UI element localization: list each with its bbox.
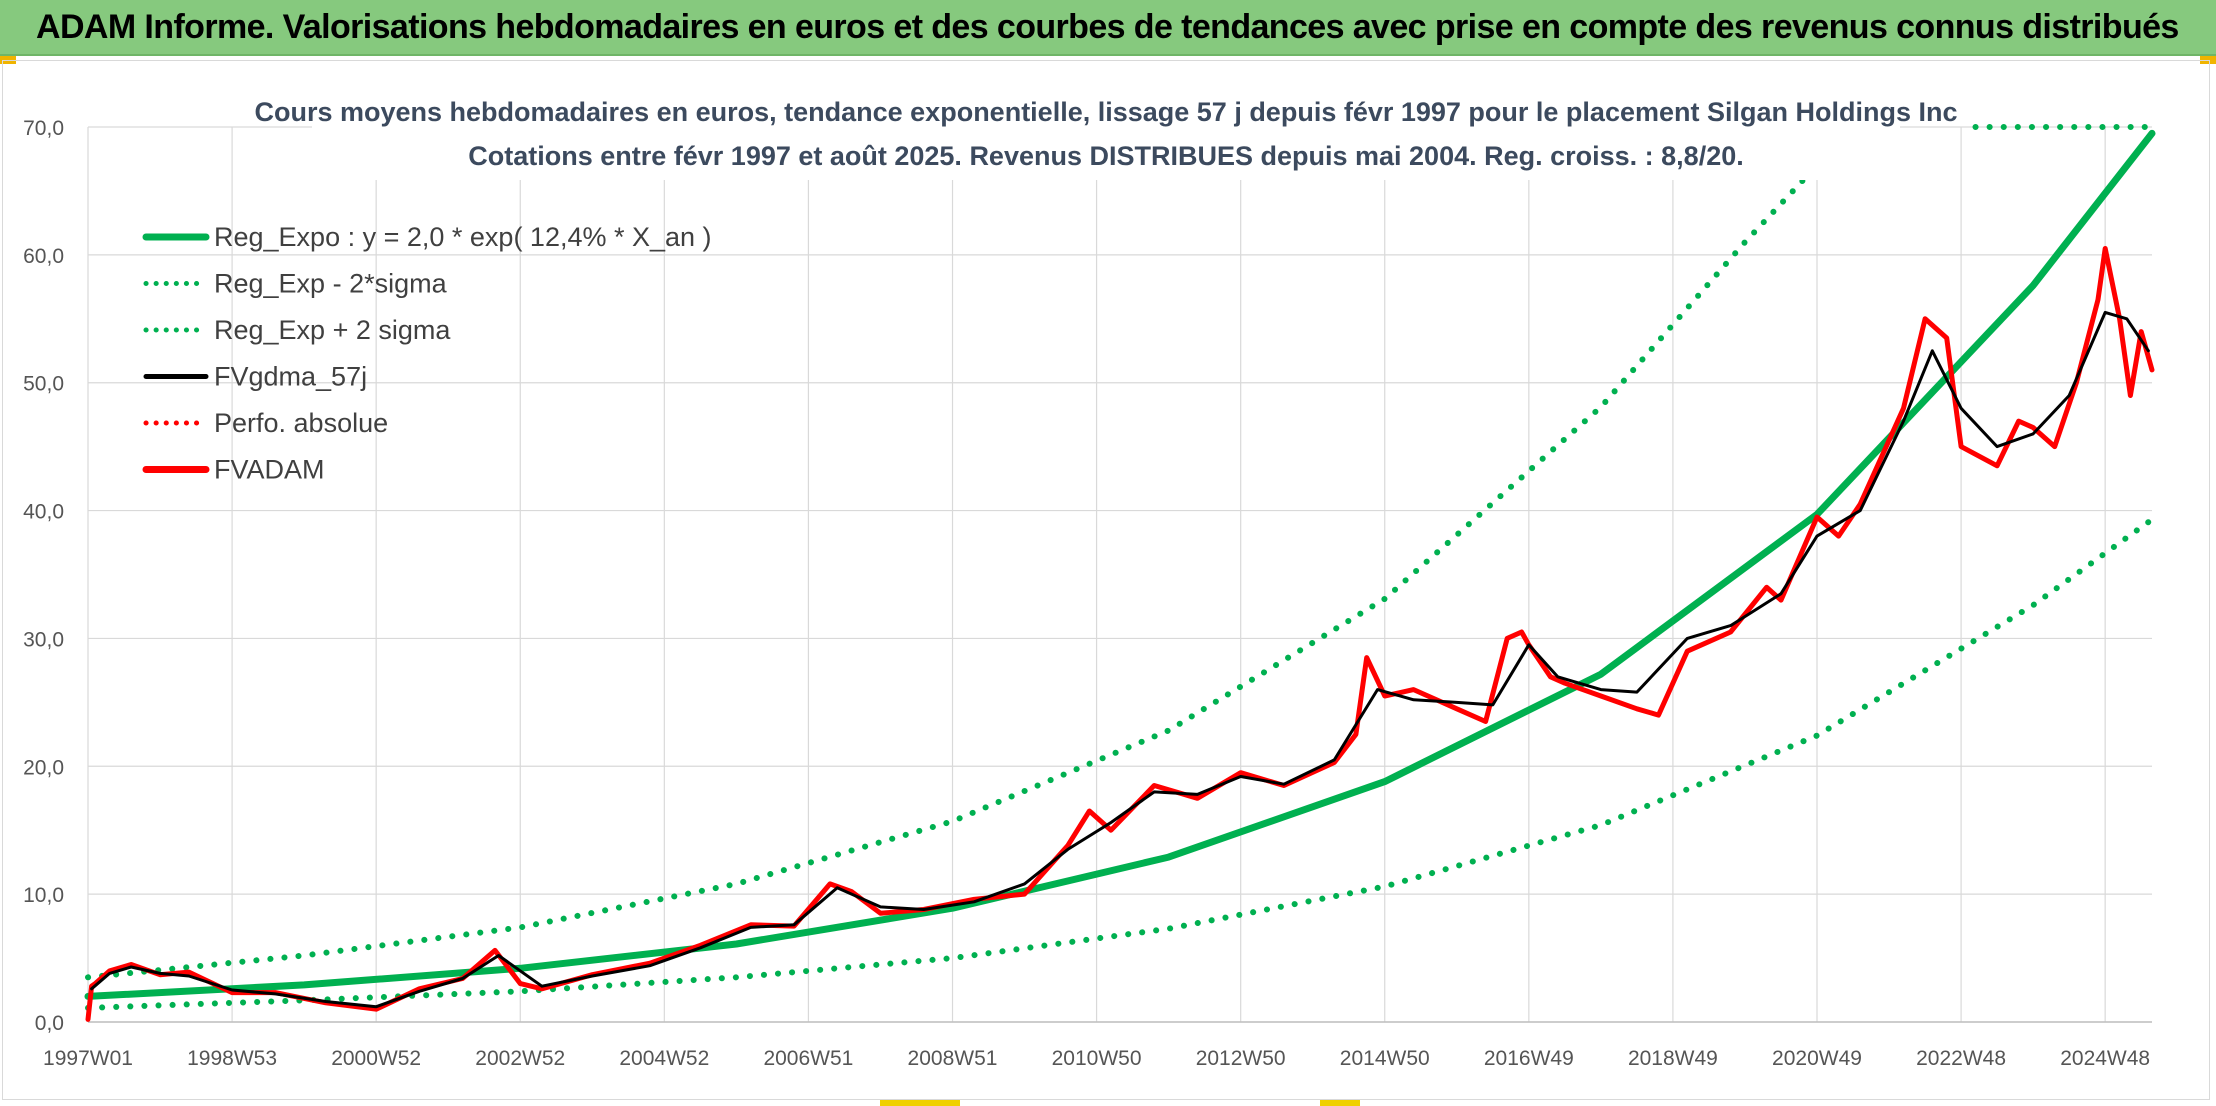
series-lines — [84, 124, 2156, 1022]
x-tick-label: 2018W49 — [1628, 1047, 1718, 1070]
fvadam-line — [85, 246, 2155, 1022]
title-background — [312, 92, 1900, 180]
x-axis-tick-labels: 1997W01 1998W53 2000W52 2002W52 2004W52 2006W… — [43, 1047, 2150, 1070]
legend-label: Reg_Expo : y = 2,0 * exp( 12,4% * X_an ) — [214, 222, 712, 252]
legend-label: FVgdma_57j — [214, 362, 367, 392]
legend-item: FVADAM — [142, 455, 325, 485]
x-tick-label: 2006W51 — [763, 1047, 853, 1070]
legend-label: Reg_Exp - 2*sigma — [214, 269, 448, 299]
y-tick-label: 70,0 — [23, 117, 64, 140]
y-tick-label: 20,0 — [23, 756, 64, 779]
y-tick-label: 0,0 — [35, 1012, 64, 1035]
legend-item: FVgdma_57j — [143, 362, 367, 392]
legend-item: Reg_Expo : y = 2,0 * exp( 12,4% * X_an ) — [142, 222, 712, 252]
chart-title-line-1: Cours moyens hebdomadaires en euros, ten… — [254, 97, 1957, 127]
legend-label: FVADAM — [214, 455, 325, 485]
x-tick-label: 2002W52 — [475, 1047, 565, 1070]
x-tick-label: 2020W49 — [1772, 1047, 1862, 1070]
y-tick-label: 30,0 — [23, 628, 64, 651]
report-title: ADAM Informe. Valorisations hebdomadaire… — [36, 8, 2179, 46]
x-tick-label: 2000W52 — [331, 1047, 421, 1070]
x-tick-label: 2012W50 — [1196, 1047, 1286, 1070]
y-tick-label: 40,0 — [23, 501, 64, 524]
x-tick-label: 2010W50 — [1052, 1047, 1142, 1070]
regression-minus-2sigma-line — [85, 516, 2155, 1011]
x-tick-label: 1997W01 — [43, 1047, 133, 1070]
x-tick-label: 2008W51 — [908, 1047, 998, 1070]
y-tick-label: 60,0 — [23, 245, 64, 268]
x-tick-label: 1998W53 — [187, 1047, 277, 1070]
bottom-marker-2 — [1320, 1100, 1360, 1106]
legend-item: Reg_Exp + 2 sigma — [143, 315, 451, 345]
chart-frame — [2, 60, 2210, 1100]
x-tick-label: 2016W49 — [1484, 1047, 1574, 1070]
x-tick-label: 2014W50 — [1340, 1047, 1430, 1070]
legend-item: Perfo. absolue — [143, 408, 388, 438]
chart-title-line-2: Cotations entre févr 1997 et août 2025. … — [468, 141, 1744, 171]
x-tick-label: 2022W48 — [1916, 1047, 2006, 1070]
regression-plus-2sigma-line — [85, 124, 1856, 981]
x-tick-label: 2024W48 — [2060, 1047, 2150, 1070]
x-tick-label: 2004W52 — [619, 1047, 709, 1070]
chart-legend: Reg_Expo : y = 2,0 * exp( 12,4% * X_an )… — [142, 222, 712, 485]
moving-average-line — [90, 310, 2150, 1009]
legend-label: Reg_Exp + 2 sigma — [214, 315, 451, 345]
legend-item: Reg_Exp - 2*sigma — [143, 269, 448, 299]
y-tick-label: 50,0 — [23, 373, 64, 396]
y-tick-label: 10,0 — [23, 884, 64, 907]
chart-grid — [87, 126, 2152, 1023]
legend-label: Perfo. absolue — [214, 408, 388, 438]
bottom-marker-1 — [880, 1100, 960, 1106]
report-banner: ADAM Informe. Valorisations hebdomadaire… — [0, 0, 2216, 56]
regression-line — [84, 129, 2156, 1000]
y-axis-tick-labels: 0,0 10,0 20,0 30,0 40,0 50,0 60,0 70,0 — [23, 117, 64, 1035]
